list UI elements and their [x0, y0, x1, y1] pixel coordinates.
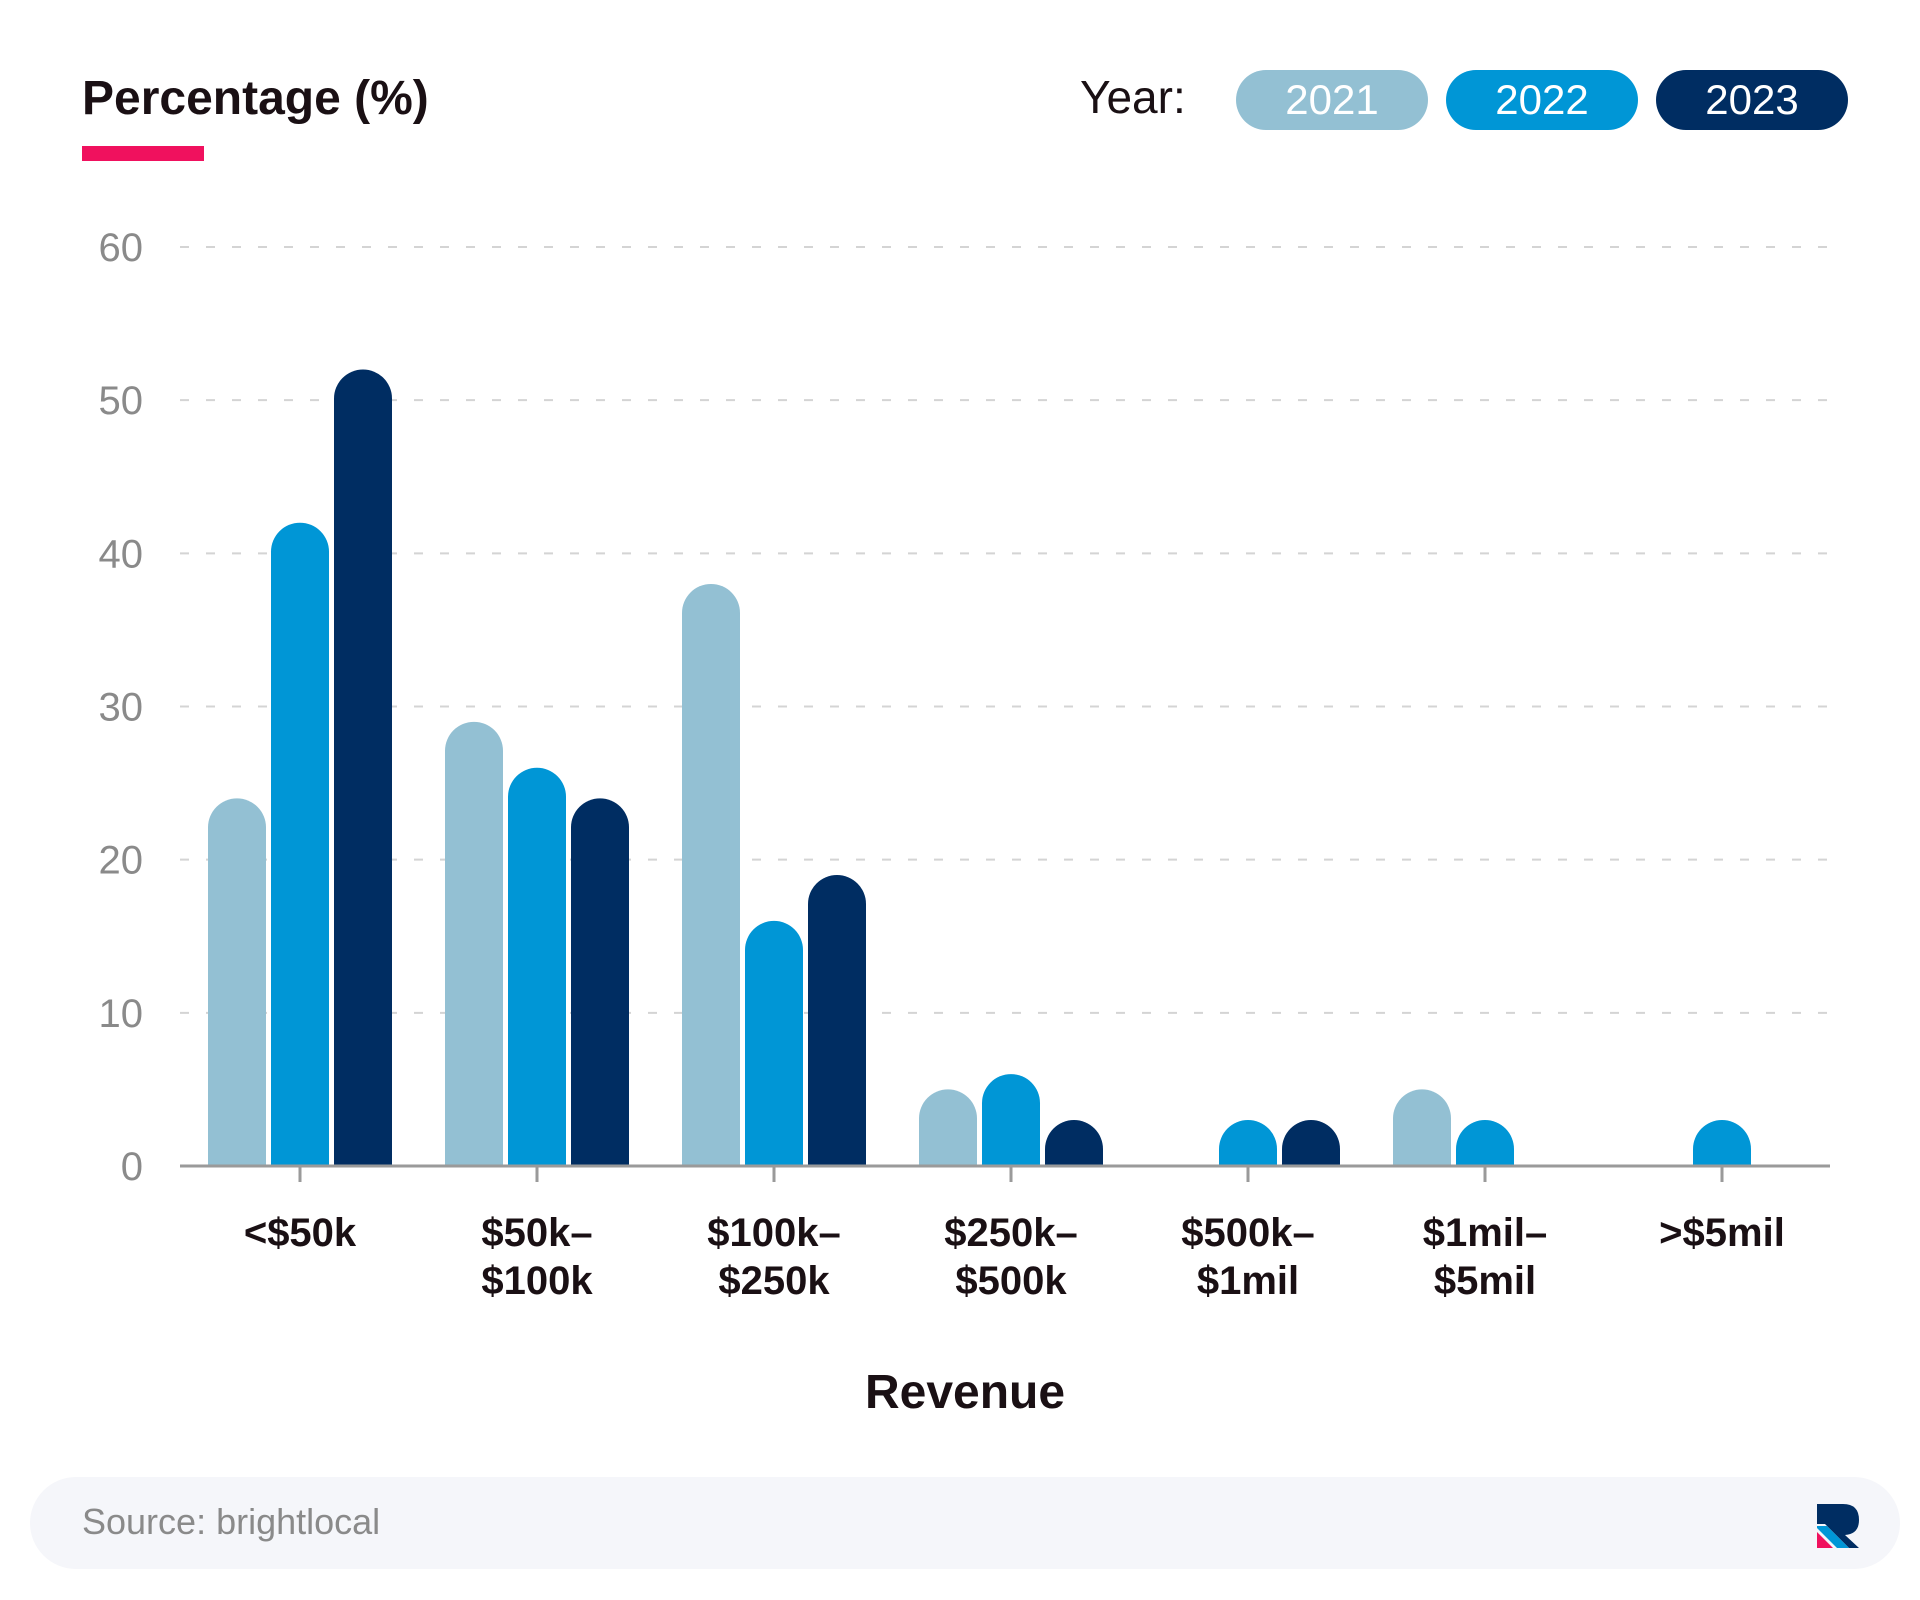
y-tick-label: 60: [99, 226, 144, 270]
bar-2022: [1693, 1120, 1751, 1166]
bar-2023: [808, 874, 866, 1166]
y-axis-title: Percentage (%): [82, 72, 429, 125]
bars: [208, 369, 1751, 1166]
accent-underline: [82, 146, 204, 161]
bar-2023: [334, 369, 392, 1166]
legend: 2021 2022 2023: [1236, 70, 1848, 130]
legend-label: 2023: [1705, 76, 1798, 123]
category-label: <$50k: [244, 1211, 357, 1255]
x-axis-ticks: [298, 1166, 1724, 1182]
bar-2022: [508, 767, 566, 1166]
legend-pill-2022: [1446, 70, 1638, 130]
legend-pill-2021: [1236, 70, 1428, 130]
category-label: $50k– $100k: [481, 1211, 593, 1303]
y-tick-label: 40: [99, 532, 144, 576]
y-tick-label: 10: [99, 992, 144, 1036]
bar-2023: [1045, 1120, 1103, 1166]
bar-2022: [271, 522, 329, 1166]
y-tick-label: 50: [99, 379, 144, 423]
category-labels: <$50k $50k– $100k $100k– $250k $250k– $500k $50…: [244, 1211, 1785, 1303]
bar-2022: [1219, 1120, 1277, 1166]
y-tick-label: 0: [121, 1145, 143, 1189]
gridlines: [180, 246, 1830, 1014]
bar-2021: [445, 721, 503, 1166]
source-footer: [30, 1477, 1900, 1569]
source-text: Source: brightlocal: [82, 1501, 380, 1542]
category-label: >$5mil: [1659, 1211, 1785, 1255]
category-label: $500k– $1mil: [1181, 1211, 1314, 1303]
legend-label: 2022: [1495, 76, 1588, 123]
bar-2021: [919, 1089, 977, 1166]
legend-pill-2023: [1656, 70, 1848, 130]
bar-2023: [571, 798, 629, 1166]
bar-2022: [982, 1074, 1040, 1166]
y-tick-label: 20: [99, 839, 144, 883]
brand-logo-icon: [1817, 1504, 1859, 1548]
bar-2021: [1393, 1089, 1451, 1166]
bar-2022: [1456, 1120, 1514, 1166]
bar-2022: [745, 920, 803, 1166]
bar-2021: [208, 798, 266, 1166]
x-axis-title: Revenue: [865, 1366, 1065, 1419]
y-axis-ticks: 0 10 20 30 40 50 60: [99, 226, 144, 1189]
bar-2021: [682, 583, 740, 1166]
category-label: $1mil– $5mil: [1423, 1211, 1548, 1303]
legend-prefix: Year:: [1080, 71, 1186, 123]
category-label: $250k– $500k: [944, 1211, 1077, 1303]
y-tick-label: 30: [99, 686, 144, 730]
legend-label: 2021: [1285, 76, 1378, 123]
category-label: $100k– $250k: [707, 1211, 840, 1303]
bar-2023: [1282, 1120, 1340, 1166]
